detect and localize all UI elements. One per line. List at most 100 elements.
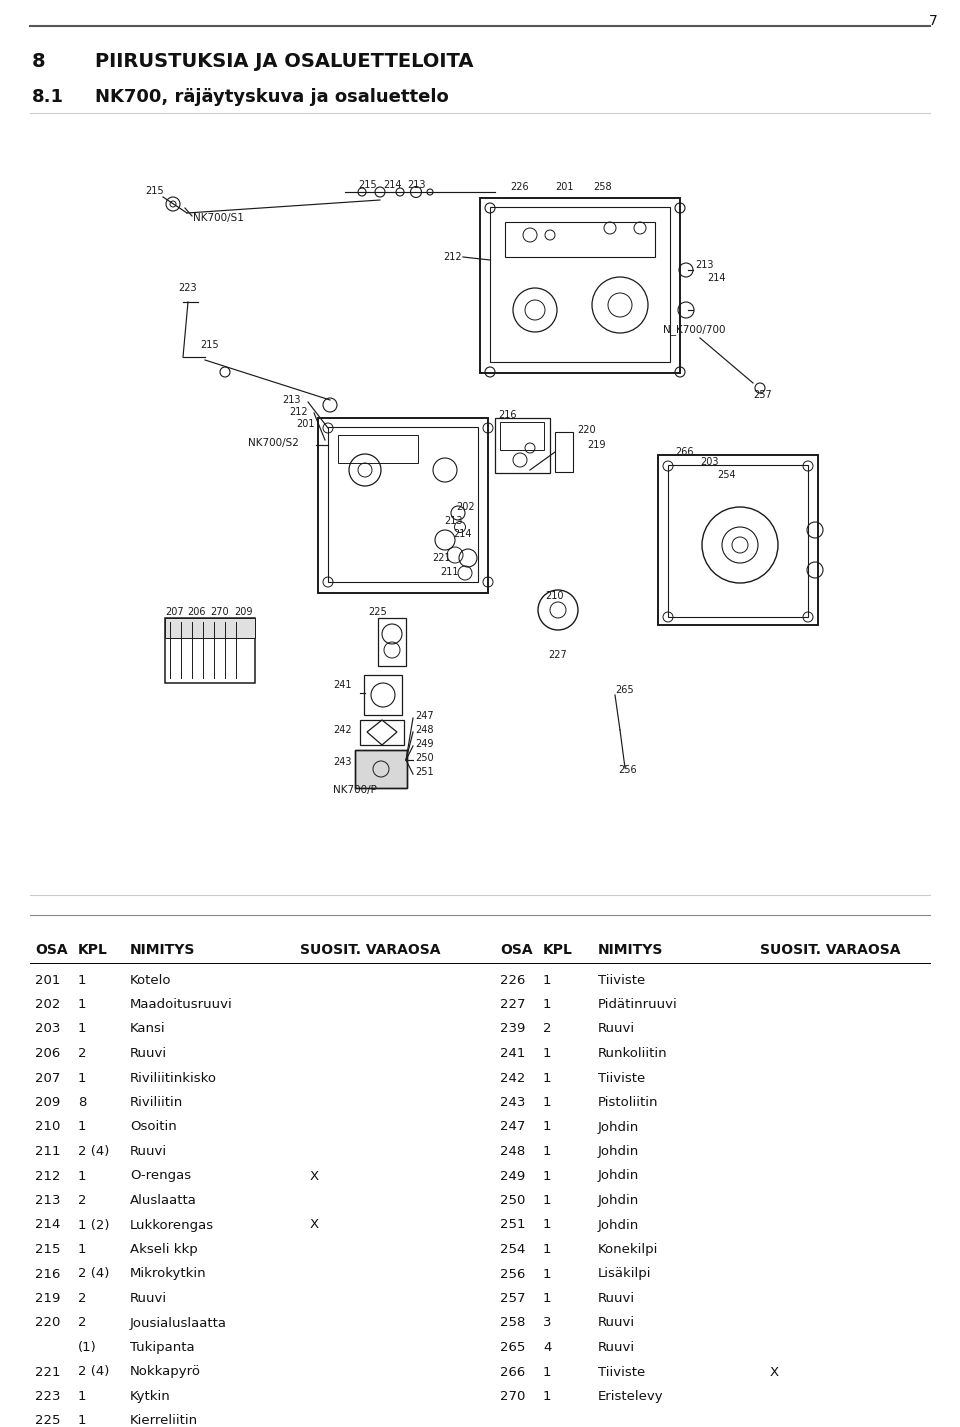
Text: 214: 214 xyxy=(384,180,402,190)
Text: 266: 266 xyxy=(675,447,693,457)
Text: 243: 243 xyxy=(500,1096,525,1109)
Bar xyxy=(360,721,404,745)
Bar xyxy=(364,675,402,715)
Text: 7: 7 xyxy=(929,14,938,29)
Text: 1: 1 xyxy=(78,1243,86,1256)
Text: 221: 221 xyxy=(35,1366,60,1378)
Text: 216: 216 xyxy=(35,1267,60,1280)
Bar xyxy=(495,418,550,472)
Text: 3: 3 xyxy=(543,1317,551,1330)
Text: Pistoliitin: Pistoliitin xyxy=(598,1096,659,1109)
Text: 1: 1 xyxy=(543,1267,551,1280)
Text: 8: 8 xyxy=(32,51,46,71)
Text: 213: 213 xyxy=(282,395,300,405)
Text: 212: 212 xyxy=(289,407,307,417)
Text: 216: 216 xyxy=(498,410,516,420)
Text: Ruuvi: Ruuvi xyxy=(598,1317,636,1330)
Text: Lukkorengas: Lukkorengas xyxy=(130,1219,214,1232)
Text: 214: 214 xyxy=(35,1219,60,1232)
Text: 1: 1 xyxy=(543,1047,551,1060)
Text: 1: 1 xyxy=(78,1390,86,1403)
Text: 201: 201 xyxy=(35,973,60,986)
Text: 219: 219 xyxy=(587,440,606,450)
Text: 213: 213 xyxy=(695,260,713,270)
Text: 202: 202 xyxy=(456,502,474,512)
Text: Maadoitusruuvi: Maadoitusruuvi xyxy=(130,997,232,1010)
Text: 247: 247 xyxy=(500,1120,525,1133)
Text: 1: 1 xyxy=(78,1414,86,1427)
Text: Aluslaatta: Aluslaatta xyxy=(130,1194,197,1207)
Text: 251: 251 xyxy=(415,766,434,776)
Text: 1: 1 xyxy=(78,1023,86,1036)
Text: 4: 4 xyxy=(543,1341,551,1354)
Text: 1: 1 xyxy=(543,1072,551,1085)
Text: 213: 213 xyxy=(35,1194,60,1207)
Text: 248: 248 xyxy=(415,725,434,735)
Text: 239: 239 xyxy=(500,1023,525,1036)
Text: 1: 1 xyxy=(78,997,86,1010)
Text: 207: 207 xyxy=(165,606,183,616)
Text: Nokkapyrö: Nokkapyrö xyxy=(130,1366,201,1378)
Text: NIMITYS: NIMITYS xyxy=(598,943,663,958)
Text: 212: 212 xyxy=(35,1170,60,1183)
Text: 211: 211 xyxy=(440,567,459,577)
Text: Riviliitin: Riviliitin xyxy=(130,1096,183,1109)
Text: 1: 1 xyxy=(78,1072,86,1085)
Text: X: X xyxy=(310,1170,319,1183)
Text: 215: 215 xyxy=(35,1243,60,1256)
Text: Johdin: Johdin xyxy=(598,1144,639,1157)
Bar xyxy=(165,618,255,684)
Text: 213: 213 xyxy=(408,180,426,190)
Text: KPL: KPL xyxy=(78,943,108,958)
Text: 220: 220 xyxy=(577,425,595,435)
Text: Ruuvi: Ruuvi xyxy=(130,1144,167,1157)
Text: Johdin: Johdin xyxy=(598,1219,639,1232)
Text: Kytkin: Kytkin xyxy=(130,1390,171,1403)
Text: 247: 247 xyxy=(415,711,434,721)
Text: 213: 213 xyxy=(444,517,463,527)
Text: NK700/P: NK700/P xyxy=(333,785,377,795)
Text: 249: 249 xyxy=(500,1170,525,1183)
Text: 1: 1 xyxy=(543,997,551,1010)
Text: Tukipanta: Tukipanta xyxy=(130,1341,195,1354)
Text: 226: 226 xyxy=(511,183,529,193)
Text: 1: 1 xyxy=(543,1366,551,1378)
Text: 254: 254 xyxy=(500,1243,525,1256)
Text: O-rengas: O-rengas xyxy=(130,1170,191,1183)
Text: 270: 270 xyxy=(500,1390,525,1403)
Text: Pidätinruuvi: Pidätinruuvi xyxy=(598,997,678,1010)
Text: NK700/S2: NK700/S2 xyxy=(248,438,299,448)
Text: 2 (4): 2 (4) xyxy=(78,1144,109,1157)
Bar xyxy=(165,618,255,638)
Text: 243: 243 xyxy=(333,756,351,766)
Text: 209: 209 xyxy=(35,1096,60,1109)
Text: 265: 265 xyxy=(500,1341,525,1354)
Text: 1 (2): 1 (2) xyxy=(78,1219,109,1232)
Bar xyxy=(328,427,478,582)
Text: 257: 257 xyxy=(500,1291,525,1306)
Text: 203: 203 xyxy=(35,1023,60,1036)
Text: Johdin: Johdin xyxy=(598,1120,639,1133)
Text: 1: 1 xyxy=(543,1170,551,1183)
Text: 202: 202 xyxy=(35,997,60,1010)
Text: Johdin: Johdin xyxy=(598,1170,639,1183)
Text: 249: 249 xyxy=(415,739,434,749)
Text: 206: 206 xyxy=(35,1047,60,1060)
Text: 227: 227 xyxy=(500,997,525,1010)
Text: NK700/S1: NK700/S1 xyxy=(193,213,244,223)
Text: 221: 221 xyxy=(432,554,450,564)
Text: 2 (4): 2 (4) xyxy=(78,1267,109,1280)
Text: 1: 1 xyxy=(78,1170,86,1183)
Text: 214: 214 xyxy=(453,529,471,539)
Text: 266: 266 xyxy=(500,1366,525,1378)
Bar xyxy=(378,618,406,666)
Text: 210: 210 xyxy=(35,1120,60,1133)
Text: X: X xyxy=(770,1366,780,1378)
Text: 209: 209 xyxy=(234,606,252,616)
Text: 241: 241 xyxy=(500,1047,525,1060)
Text: PIIRUSTUKSIA JA OSALUETTELOITA: PIIRUSTUKSIA JA OSALUETTELOITA xyxy=(95,51,473,71)
Text: 257: 257 xyxy=(753,390,772,400)
Text: Konekilpi: Konekilpi xyxy=(598,1243,659,1256)
Text: Kierreliitin: Kierreliitin xyxy=(130,1414,198,1427)
Text: Riviliitinkisko: Riviliitinkisko xyxy=(130,1072,217,1085)
